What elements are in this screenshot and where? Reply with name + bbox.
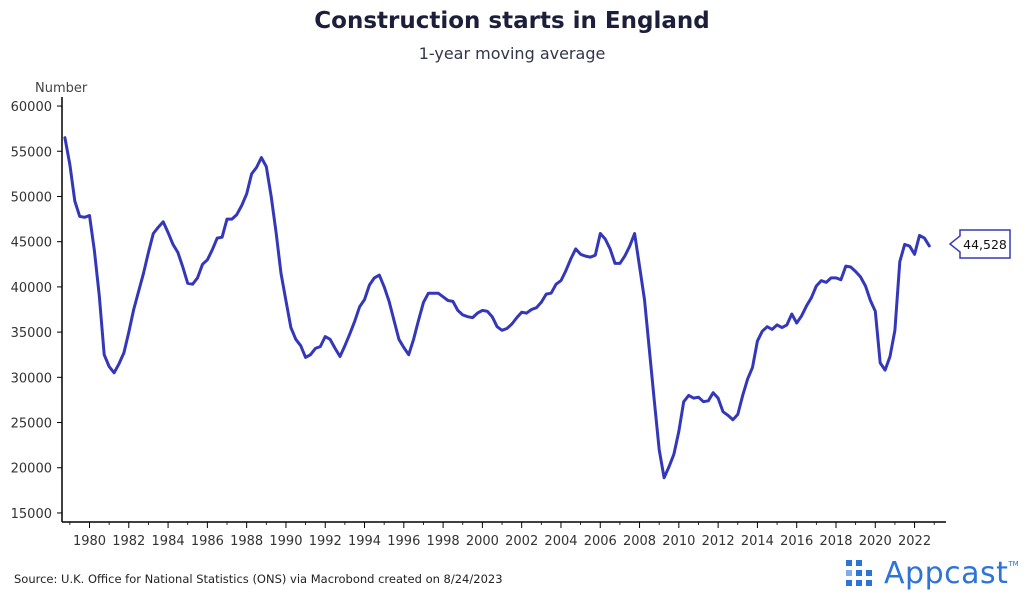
x-tick-label: 1988 [230,534,263,549]
y-tick-label: 35000 [11,326,52,341]
x-tick-label: 1996 [387,534,420,549]
x-tick-label: 2010 [662,534,695,549]
y-tick-label: 50000 [11,190,52,205]
appcast-logo-text: Appcast [884,556,1009,591]
x-tick-label: 2022 [898,534,931,549]
x-tick-label: 2002 [505,534,538,549]
y-tick-label: 15000 [11,507,52,522]
y-tick-label: 25000 [11,417,52,432]
x-axis: 1980 1982 1984 1986 1988 1990 1992 1994 1996 1998… [62,521,946,549]
y-axis-label: Number [35,81,88,96]
appcast-logo-icon [846,559,872,586]
source-note: Source: U.K. Office for National Statist… [14,572,503,586]
series-line [63,136,931,480]
chart-subtitle: 1-year moving average [418,44,606,63]
x-tick-label: 2016 [780,534,813,549]
x-tick-label: 2020 [859,534,892,549]
appcast-logo: Appcast TM [846,556,1019,591]
x-tick-label: 2004 [544,534,577,549]
x-tick-label: 1994 [348,534,381,549]
x-tick-label: 1992 [309,534,342,549]
x-tick-label: 2018 [819,534,852,549]
x-tick-label: 1986 [191,534,224,549]
y-tick-label: 30000 [11,371,52,386]
x-tick-label: 1980 [73,534,106,549]
x-tick-label: 2008 [623,534,656,549]
series-group [63,136,931,480]
x-tick-label: 2000 [466,534,499,549]
y-axis: Number 15000 20000 25000 30000 35000 40000 4500… [11,81,88,522]
x-tick-label: 1990 [269,534,302,549]
x-tick-label: 1998 [427,534,460,549]
x-tick-label: 2012 [702,534,735,549]
y-tick-label: 55000 [11,145,52,160]
last-value-callout: 44,528 [948,229,1011,259]
chart-title: Construction starts in England [314,8,710,34]
x-tick-label: 1984 [152,534,185,549]
x-tick-label: 2014 [741,534,774,549]
appcast-logo-trademark: TM [1008,560,1019,568]
y-tick-label: 45000 [11,236,52,251]
y-tick-label: 20000 [11,462,52,477]
last-value-label: 44,528 [963,237,1007,252]
y-tick-label: 60000 [11,100,52,115]
y-tick-label: 40000 [11,281,52,296]
last-value-box [948,229,1011,259]
x-tick-label: 2006 [584,534,617,549]
x-tick-label: 1982 [112,534,145,549]
